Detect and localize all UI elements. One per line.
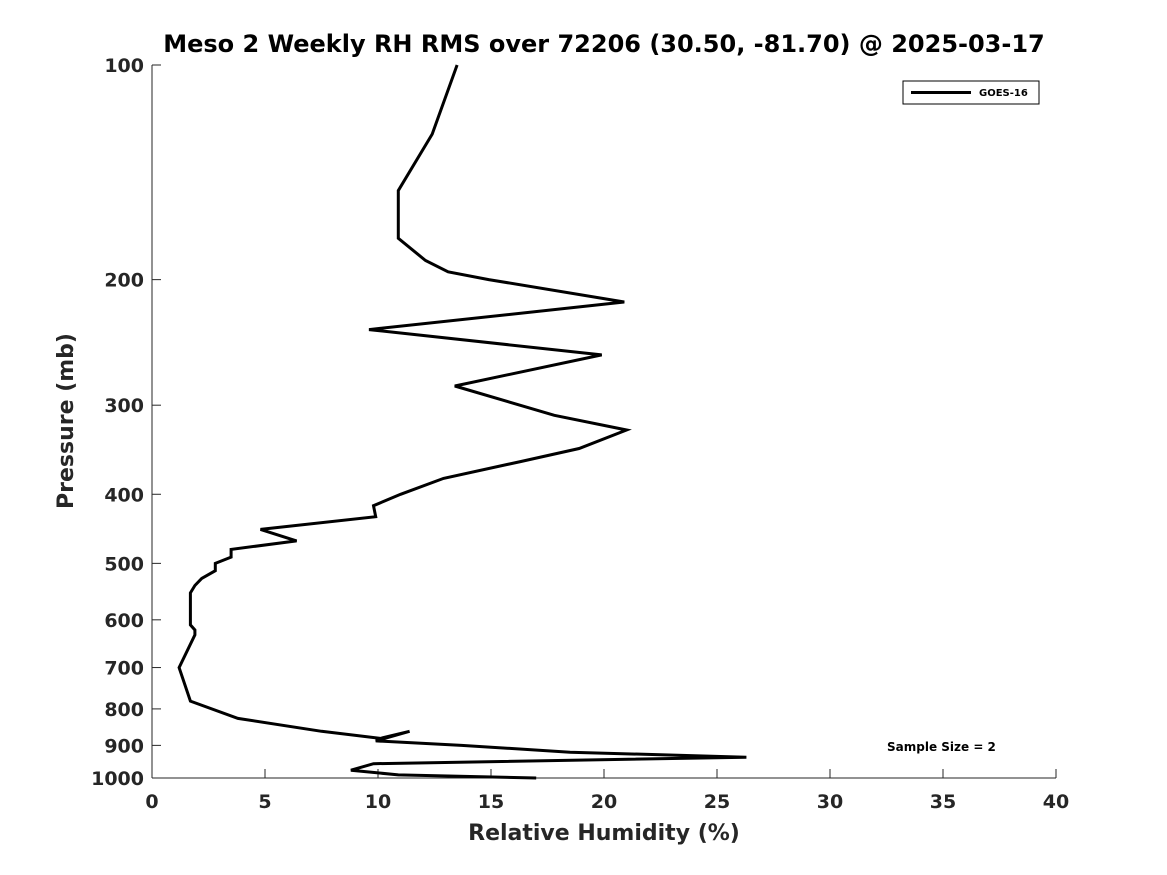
- y-tick-label: 700: [104, 658, 144, 680]
- legend-label-goes-16: GOES-16: [979, 88, 1028, 99]
- sample-size-annotation: Sample Size = 2: [887, 740, 996, 754]
- x-axis-ticks: 0 5 10 15 20 25 30 35 40: [145, 769, 1069, 813]
- y-tick-label: 500: [104, 553, 144, 575]
- x-axis-label: Relative Humidity (%): [468, 821, 740, 846]
- x-tick-label: 35: [930, 791, 956, 813]
- y-tick-label: 100: [104, 55, 144, 77]
- x-tick-label: 40: [1043, 791, 1069, 813]
- x-tick-label: 25: [704, 791, 730, 813]
- x-tick-label: 15: [478, 791, 504, 813]
- y-axis-ticks: 100 200 300 400 500 600 700 800 900 1000: [91, 55, 161, 790]
- y-tick-label: 400: [104, 484, 144, 506]
- y-tick-label: 800: [104, 699, 144, 721]
- series-line-goes-16: [177, 64, 747, 780]
- y-axis-label: Pressure (mb): [54, 333, 79, 509]
- y-tick-label: 600: [104, 610, 144, 632]
- series-layer: [177, 64, 747, 780]
- y-tick-label: 900: [104, 735, 144, 757]
- chart-title: Meso 2 Weekly RH RMS over 72206 (30.50, …: [163, 30, 1045, 58]
- x-tick-label: 20: [591, 791, 617, 813]
- x-tick-label: 10: [365, 791, 391, 813]
- x-tick-label: 0: [145, 791, 158, 813]
- x-tick-label: 5: [258, 791, 271, 813]
- legend: GOES-16: [902, 80, 1040, 105]
- y-tick-label: 300: [104, 395, 144, 417]
- x-tick-label: 30: [817, 791, 843, 813]
- y-tick-label: 1000: [91, 768, 144, 790]
- plot-axes: [151, 65, 1056, 779]
- y-tick-label: 200: [104, 270, 144, 292]
